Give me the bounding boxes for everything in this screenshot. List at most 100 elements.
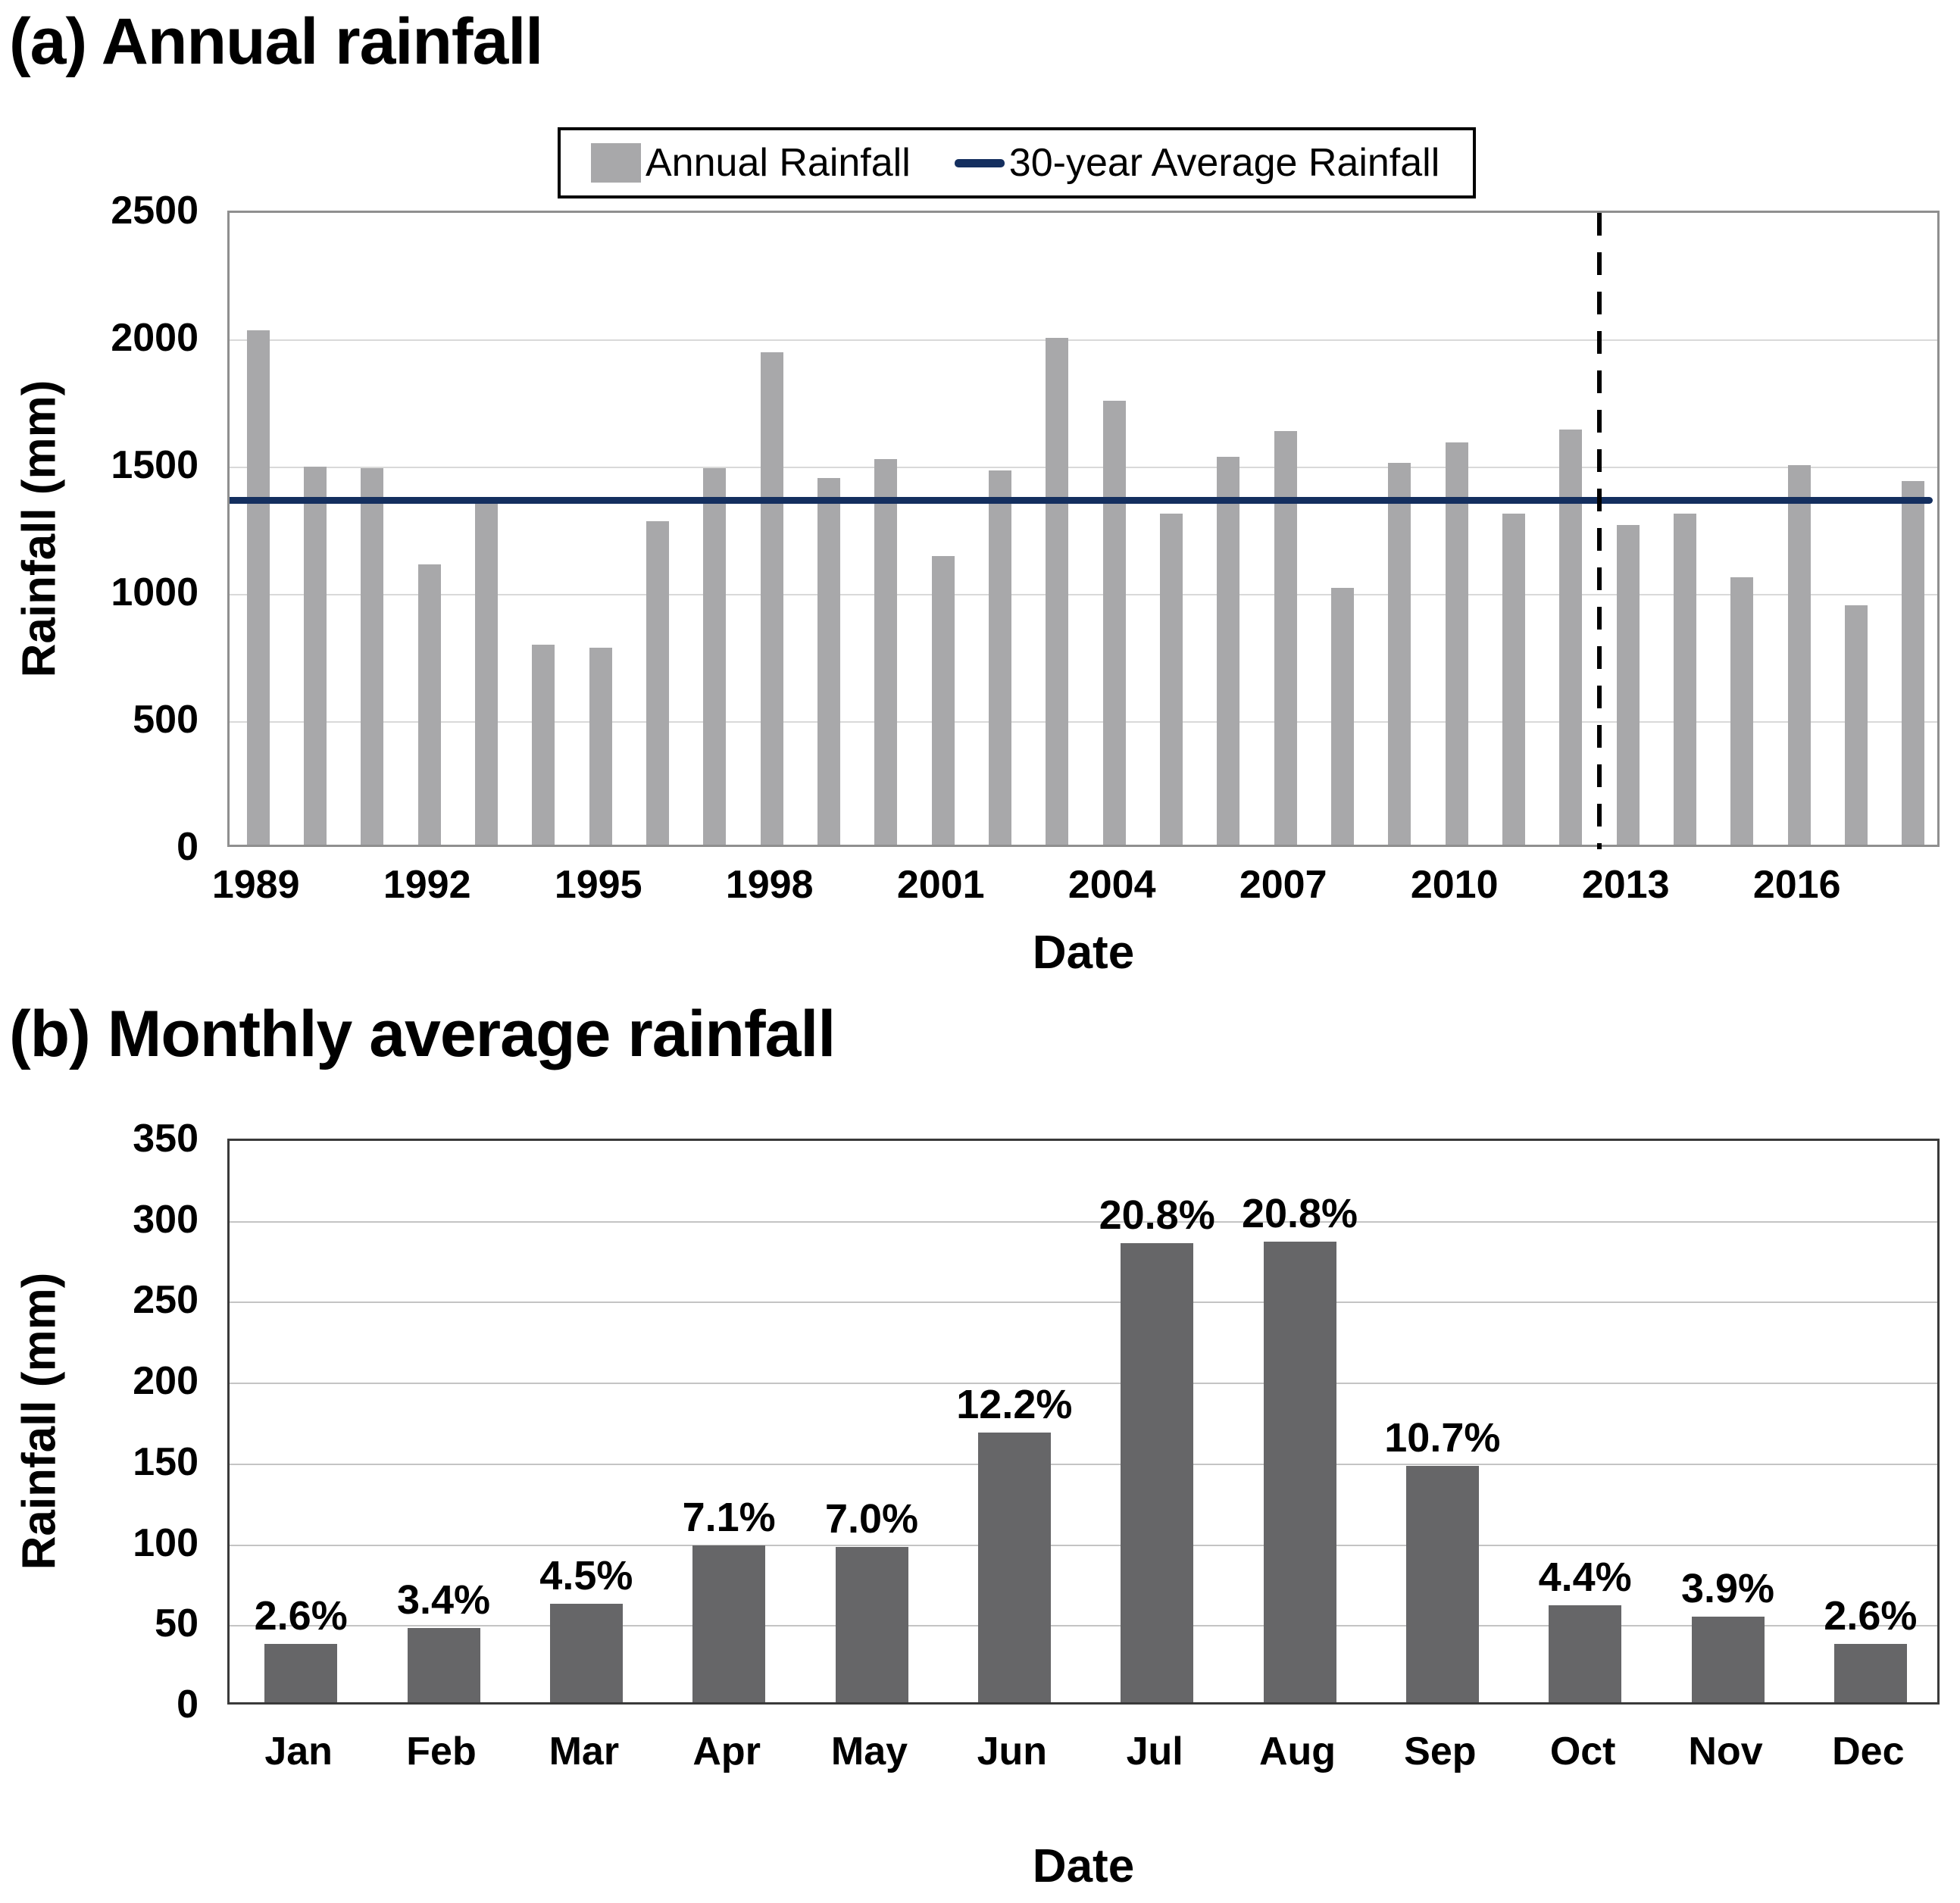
month-label: Jun xyxy=(977,1730,1048,1773)
month-label: Feb xyxy=(406,1730,477,1773)
year-label: 1998 xyxy=(725,863,814,907)
y-tick-label: 200 xyxy=(133,1359,199,1404)
month-label: Sep xyxy=(1404,1730,1477,1773)
annual-rainfall-legend-label: Annual Rainfall xyxy=(646,141,911,185)
bar xyxy=(989,470,1011,845)
panel-b-plot-area: 2.6% 3.4% 4.5% 7.1% 7.0% 12.2% 20.8% 20.8% 10.7%… xyxy=(227,1139,1940,1705)
bar xyxy=(1549,1605,1622,1702)
bar xyxy=(1405,1466,1479,1702)
bar xyxy=(1787,465,1811,845)
y-tick-label: 150 xyxy=(133,1439,199,1484)
panel-a-legend: Annual Rainfall 30-year Average Rainfall xyxy=(558,127,1476,198)
bar xyxy=(931,555,955,845)
gridline xyxy=(230,1625,1937,1627)
year-label: 1992 xyxy=(383,863,471,907)
bar xyxy=(1160,514,1183,845)
gridline xyxy=(230,1220,1937,1223)
bar-value-label: 4.5% xyxy=(539,1552,633,1598)
bar-value-label: 3.4% xyxy=(396,1576,491,1623)
bar xyxy=(1445,442,1468,845)
bar-value-label: 20.8% xyxy=(1099,1192,1215,1238)
year-label: 1995 xyxy=(554,863,642,907)
bar xyxy=(1274,431,1297,845)
bar xyxy=(874,458,898,845)
bar xyxy=(1217,456,1240,845)
panel-a-plot-area xyxy=(227,211,1940,849)
bar xyxy=(1902,480,1925,845)
month-label: Aug xyxy=(1258,1730,1336,1773)
bar-value-label: 7.1% xyxy=(682,1494,776,1540)
bar xyxy=(475,498,498,845)
year-label: 2001 xyxy=(896,863,985,907)
gridline xyxy=(230,1463,1937,1465)
gridline xyxy=(230,1544,1937,1546)
month-label: Mar xyxy=(549,1730,620,1773)
y-tick-label: 300 xyxy=(133,1197,199,1242)
panel-a-title: (a) Annual rainfall xyxy=(9,5,543,78)
y-tick-label: 2500 xyxy=(111,189,199,233)
bar xyxy=(692,1545,766,1702)
bar xyxy=(835,1547,908,1702)
panel-a-x-axis-title: Date xyxy=(1032,927,1135,979)
y-tick-label: 250 xyxy=(133,1278,199,1323)
bar xyxy=(1102,400,1126,845)
bar xyxy=(1331,587,1354,845)
average-rainfall-line xyxy=(230,497,1933,505)
bar xyxy=(1845,605,1868,845)
bar xyxy=(977,1432,1051,1702)
gridline xyxy=(230,467,1937,468)
bar xyxy=(532,645,555,845)
bar xyxy=(246,330,270,845)
bar-value-label: 2.6% xyxy=(254,1593,348,1639)
month-label: Apr xyxy=(692,1730,761,1773)
annual-rainfall-legend-swatch xyxy=(591,143,641,183)
bar xyxy=(549,1603,623,1702)
month-label: May xyxy=(830,1730,908,1773)
gridline xyxy=(230,339,1937,341)
bar xyxy=(417,564,441,845)
bar-value-label: 10.7% xyxy=(1384,1415,1501,1461)
y-tick-label: 50 xyxy=(155,1601,199,1646)
bar xyxy=(1616,525,1640,845)
average-rainfall-legend-line xyxy=(954,158,1005,167)
bar-value-label: 4.4% xyxy=(1538,1554,1632,1600)
bar-value-label: 20.8% xyxy=(1241,1190,1358,1236)
gridline xyxy=(230,1383,1937,1385)
panel-b-title: (b) Monthly average rainfall xyxy=(9,998,836,1070)
year-label: 2013 xyxy=(1581,863,1670,907)
bar xyxy=(1730,577,1754,845)
bar xyxy=(646,521,669,845)
bar xyxy=(1502,514,1525,845)
bar-value-label: 7.0% xyxy=(824,1496,919,1542)
bar xyxy=(1559,430,1583,845)
bar xyxy=(1388,463,1411,845)
year-label: 1989 xyxy=(211,863,300,907)
average-rainfall-legend-label: 30-year Average Rainfall xyxy=(1008,141,1440,185)
y-tick-label: 500 xyxy=(133,698,199,742)
y-tick-label: 2000 xyxy=(111,316,199,360)
bar xyxy=(703,467,727,845)
bar xyxy=(1121,1242,1194,1702)
month-label: Jan xyxy=(264,1730,333,1773)
month-label: Jul xyxy=(1126,1730,1183,1773)
panel-b-x-axis-title: Date xyxy=(1032,1840,1135,1892)
bar xyxy=(264,1644,338,1702)
year-label: 2010 xyxy=(1410,863,1499,907)
bar-value-label: 12.2% xyxy=(956,1381,1073,1427)
bar xyxy=(1263,1241,1336,1702)
year-label: 2007 xyxy=(1239,863,1327,907)
month-label: Nov xyxy=(1688,1730,1763,1773)
year-label: 2004 xyxy=(1068,863,1156,907)
panel-a-y-axis-title: Rainfall (mm) xyxy=(13,380,66,678)
bar xyxy=(1833,1644,1907,1702)
y-tick-label: 0 xyxy=(177,1683,199,1726)
gridline xyxy=(230,1301,1937,1304)
y-tick-label: 350 xyxy=(133,1117,199,1161)
month-label: Oct xyxy=(1549,1730,1616,1773)
bar xyxy=(304,467,327,845)
y-tick-label: 100 xyxy=(133,1520,199,1565)
bar xyxy=(1674,514,1696,845)
bar xyxy=(407,1627,480,1702)
y-tick-label: 1500 xyxy=(111,443,199,487)
dashed-divider-line xyxy=(1597,213,1602,849)
